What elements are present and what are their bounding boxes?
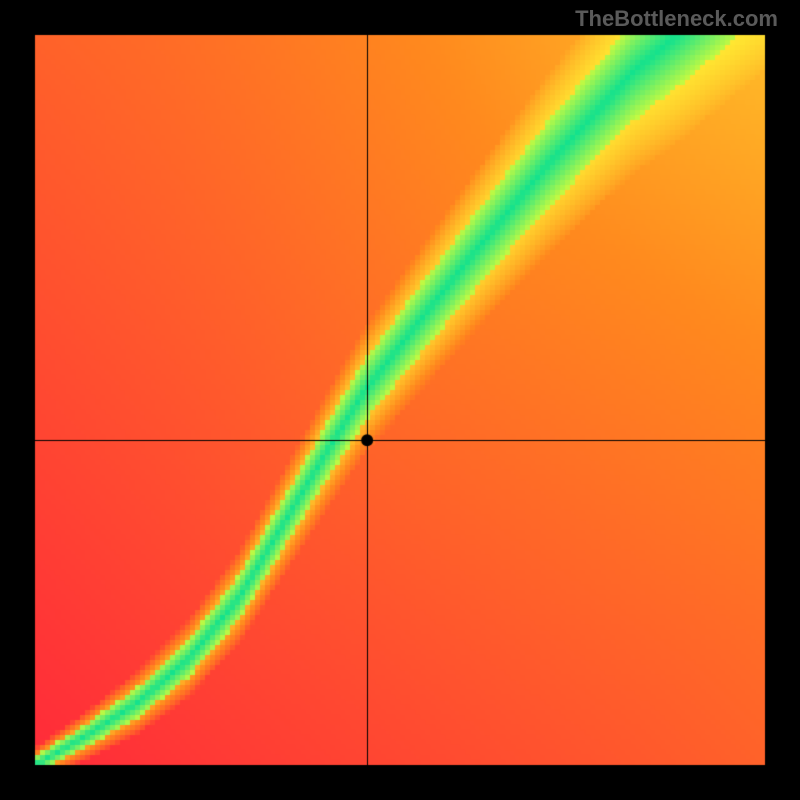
watermark-text: TheBottleneck.com [575,6,778,32]
bottleneck-heatmap [0,0,800,800]
chart-container: TheBottleneck.com [0,0,800,800]
